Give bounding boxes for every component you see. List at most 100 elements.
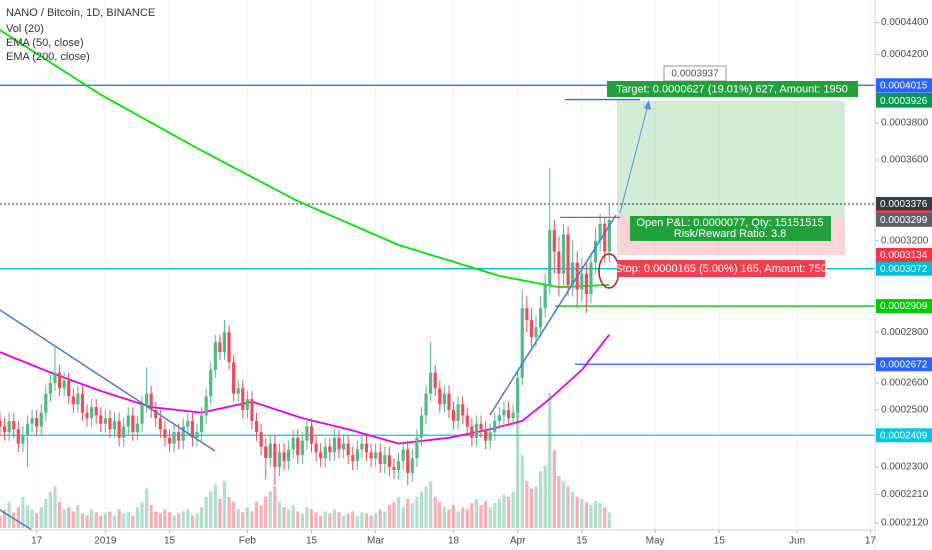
candle-body [392, 467, 396, 470]
candle-body [332, 437, 337, 453]
price-tag-label: 0.0003926 [880, 96, 928, 107]
volume-bar [90, 509, 94, 528]
volume-bar [190, 515, 195, 528]
candle-body [213, 342, 217, 370]
pl-box [630, 216, 831, 241]
volume-bar [461, 507, 465, 528]
price-tags: 0.00040150.00039320.00039260.00033760.00… [876, 78, 932, 443]
candle-body [117, 420, 121, 438]
candle-body [186, 420, 190, 427]
candle-body [364, 443, 369, 453]
volume-bar [144, 488, 149, 528]
volume-bar [571, 491, 575, 528]
candle-body [516, 377, 520, 413]
candle-body [222, 332, 227, 353]
candle-body [548, 230, 552, 285]
candle-body [39, 412, 43, 427]
volume-bar [85, 515, 89, 528]
y-tick-label: 0.0003800 [881, 118, 929, 129]
volume-bar [589, 505, 593, 528]
candle-body [227, 332, 231, 363]
volume-bar [71, 511, 75, 528]
candle-body [474, 423, 479, 438]
volume-bar [355, 515, 359, 528]
x-tick-label: 15 [714, 536, 726, 547]
candle-body [383, 455, 387, 465]
volume-bar [305, 507, 309, 528]
candle-body [126, 415, 130, 427]
candle-body [529, 320, 534, 338]
candle-body [80, 393, 85, 413]
volume-bar [337, 512, 341, 528]
x-tick-label: Apr [510, 536, 526, 547]
candle-body [158, 418, 162, 430]
x-tick-label: Feb [239, 536, 257, 547]
drawings [0, 100, 651, 531]
candle-body [355, 449, 359, 462]
volume-bar [383, 511, 387, 528]
volume-bar [419, 491, 424, 528]
ema-lines [0, 29, 611, 445]
volume-bar [16, 507, 20, 528]
volume-bar [112, 515, 117, 528]
volume-bar [429, 481, 433, 528]
pl-label: Open P&L: 0.0000077, Qty: 15151515 [636, 217, 823, 229]
candle-body [520, 308, 524, 378]
stop-box [617, 260, 825, 277]
price-tag-label: 0.0003376 [880, 199, 928, 210]
volume-bar [227, 496, 231, 528]
volume [0, 393, 611, 528]
candle-body [351, 455, 355, 462]
volume-bar [584, 502, 588, 528]
projection-arrow [619, 104, 649, 214]
candle-body [94, 407, 98, 416]
candle-body [131, 415, 135, 433]
y-tick-label: 0.0004200 [881, 49, 929, 60]
candle-body [506, 409, 511, 419]
volume-bar [451, 505, 456, 528]
volume-bar [538, 470, 543, 528]
price-tag [876, 93, 932, 108]
price-tag-label: 0.0003072 [880, 264, 928, 275]
candle-body [62, 380, 66, 389]
volume-bar [277, 502, 282, 528]
volume-bar [245, 507, 249, 528]
volume-bar [346, 513, 350, 528]
volume-bar [21, 496, 25, 528]
x-tick-label: 18 [448, 536, 460, 547]
candle-body [264, 446, 268, 459]
candle-body [71, 396, 75, 405]
candle-body [447, 393, 451, 410]
volume-bar [94, 512, 98, 528]
candle-body [346, 443, 350, 456]
volume-bar [309, 509, 314, 528]
volume-bar [396, 496, 401, 528]
candle-body [305, 426, 309, 441]
candle-body [566, 234, 570, 285]
candle-body [557, 251, 561, 274]
volume-bar [543, 465, 547, 528]
candle-body [21, 435, 25, 444]
candle-body [259, 432, 263, 447]
volume-bar [488, 507, 492, 528]
volume-bar [140, 502, 144, 528]
candle-body [415, 437, 419, 459]
candle-body [410, 458, 414, 473]
candle-body [598, 223, 602, 241]
candle-body [465, 415, 469, 427]
candle-body [0, 420, 2, 427]
volume-bar [154, 511, 158, 528]
volume-bar [195, 513, 199, 528]
candle-body [300, 440, 304, 456]
volume-bar [282, 507, 286, 528]
ema-line [0, 334, 611, 445]
candle-body [103, 418, 107, 424]
candle-body [493, 420, 497, 433]
volume-bar [80, 513, 85, 528]
price-tag-label: 0.0002672 [880, 359, 928, 370]
volume-bar [44, 498, 48, 528]
candle-body [337, 437, 341, 450]
volume-bar [360, 512, 364, 528]
candle-body [35, 418, 39, 427]
